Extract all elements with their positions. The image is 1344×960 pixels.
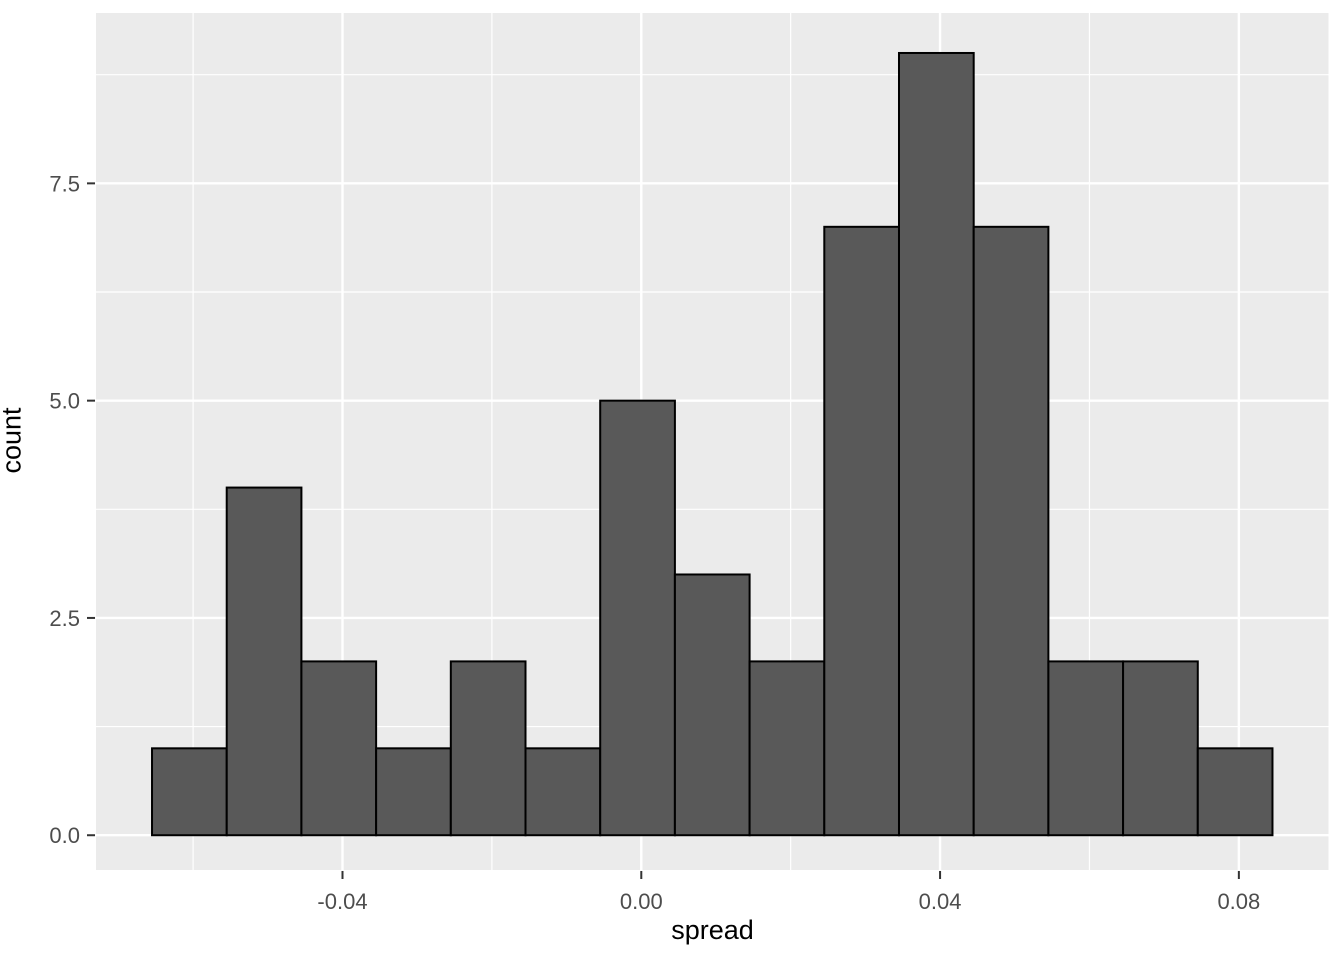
y-axis-title: count bbox=[0, 407, 27, 474]
x-tick-label: 0.04 bbox=[919, 889, 962, 914]
histogram-bar bbox=[673, 573, 751, 837]
histogram-bar bbox=[375, 747, 452, 837]
x-tick-label: 0.00 bbox=[620, 889, 663, 914]
histogram-bar bbox=[151, 747, 228, 837]
x-axis-title: spread bbox=[671, 915, 754, 945]
histogram-bar bbox=[524, 747, 602, 837]
histogram-bar bbox=[897, 51, 975, 837]
histogram-bar bbox=[748, 660, 826, 837]
histogram-bar bbox=[1122, 660, 1199, 837]
y-tick-label: 7.5 bbox=[49, 171, 80, 196]
histogram-bar bbox=[599, 399, 676, 837]
histogram-bar bbox=[300, 660, 378, 837]
histogram-bar bbox=[972, 225, 1050, 837]
y-tick-label: 5.0 bbox=[49, 389, 80, 414]
y-tick-label: 2.5 bbox=[49, 606, 80, 631]
y-tick-label: 0.0 bbox=[49, 823, 80, 848]
x-tick-label: 0.08 bbox=[1217, 889, 1260, 914]
histogram-bar bbox=[1047, 660, 1125, 837]
x-tick-label: -0.04 bbox=[317, 889, 367, 914]
histogram-bar bbox=[1196, 747, 1274, 837]
histogram-bar bbox=[823, 225, 900, 837]
histogram-bar bbox=[225, 486, 303, 837]
histogram-bar bbox=[449, 660, 527, 837]
